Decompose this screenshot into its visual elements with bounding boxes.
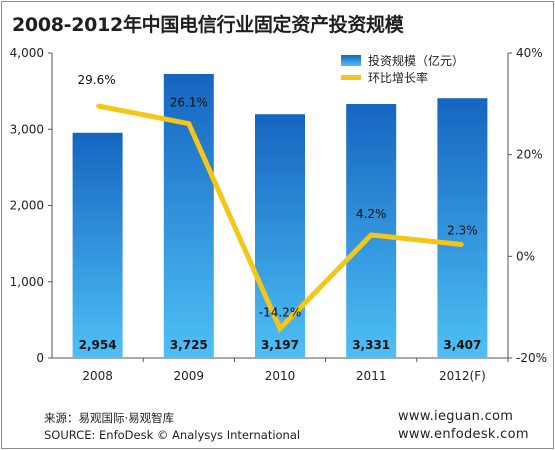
url-enfodesk[interactable]: www.enfodesk.com	[398, 427, 529, 442]
y-left-tick-label: 1,000	[10, 275, 44, 289]
growth-rate-label: 29.6%	[78, 73, 116, 87]
y-left-tick-label: 0	[36, 351, 44, 365]
source-cn: 来源：易观国际·易观智库	[44, 411, 175, 425]
growth-line-layer	[96, 103, 464, 333]
axes: 0 1,000 2,000 3,000 4,000 -20% 0% 20% 40% 2008 200…	[10, 46, 547, 383]
bar-value-label: 3,725	[170, 338, 208, 352]
growth-rate-label: 2.3%	[447, 224, 478, 238]
y-left-tick-label: 3,000	[10, 122, 44, 136]
bar-value-label: 3,331	[352, 338, 390, 352]
x-tick-label: 2009	[174, 369, 205, 383]
y-right-tick-label: -20%	[516, 351, 547, 365]
chart-title: 2008-2012年中国电信行业固定资产投资规模	[12, 14, 404, 36]
y-left-tick-label: 2,000	[10, 199, 44, 213]
legend-line-label: 环比增长率	[368, 70, 428, 85]
y-left-tick-label: 4,000	[10, 46, 44, 60]
legend-bar-label: 投资规模（亿元）	[368, 53, 464, 68]
bar-value-label: 3,407	[443, 338, 481, 352]
bar-2008	[72, 132, 123, 358]
x-tick-label: 2008	[82, 369, 113, 383]
growth-rate-point	[278, 327, 282, 331]
y-right-tick-label: 20%	[516, 148, 543, 162]
bar-value-label: 2,954	[79, 338, 117, 352]
source-en: SOURCE: EnfoDesk © Analysys Internationa…	[44, 428, 301, 442]
y-right-tick-label: 0%	[516, 249, 535, 263]
growth-rate-label: -14.2%	[259, 306, 301, 320]
legend-line-swatch	[341, 75, 361, 80]
growth-rate-label: 26.1%	[170, 96, 208, 110]
x-tick-label: 2011	[356, 369, 387, 383]
bar-2011	[346, 104, 397, 358]
url-ieguan[interactable]: www.ieguan.com	[398, 409, 514, 424]
data-labels: 2,954 3,725 3,197 3,331 3,407 29.6% 26.1% -14.2…	[78, 73, 482, 352]
x-tick-label: 2010	[265, 369, 296, 383]
y-right-tick-label: 40%	[516, 46, 543, 60]
bar-2010	[255, 114, 305, 358]
bar-2012(F)	[437, 98, 488, 358]
legend-bar-swatch	[341, 55, 361, 66]
growth-rate-point	[187, 122, 191, 126]
growth-rate-label: 4.2%	[356, 207, 387, 221]
bars	[72, 73, 488, 358]
growth-rate-point	[96, 104, 100, 108]
bar-value-label: 3,197	[261, 338, 299, 352]
growth-rate-point	[460, 243, 464, 247]
legend: 投资规模（亿元） 环比增长率	[341, 53, 464, 85]
bar-2009	[163, 73, 214, 358]
x-tick-label: 2012(F)	[439, 369, 486, 383]
growth-rate-point	[369, 233, 373, 237]
